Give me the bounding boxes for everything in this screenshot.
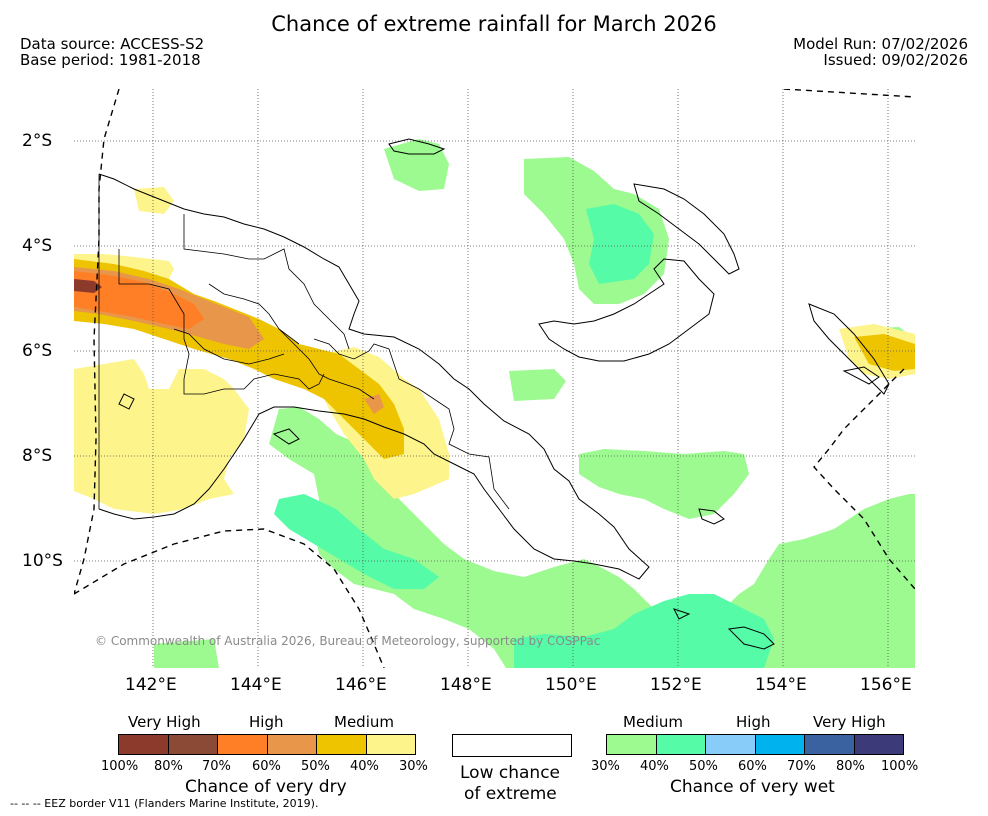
wet-high-region	[274, 204, 774, 668]
wet-header-very-high: Very High	[813, 713, 886, 731]
wet-header-medium: Medium	[623, 713, 683, 731]
dry-swatch-2	[217, 734, 268, 755]
lon-label-142e: 142°E	[125, 675, 177, 695]
model-run: Model Run: 07/02/2026	[793, 35, 968, 53]
lon-label-152e: 152°E	[650, 675, 702, 695]
meta-right: Model Run: 07/02/2026 Issued: 09/02/2026	[793, 36, 968, 68]
dry-tick: 70%	[202, 759, 231, 774]
dry-tick: 30%	[399, 759, 428, 774]
lon-label-154e: 154°E	[755, 675, 807, 695]
lat-label-4s: 4°S	[22, 236, 53, 256]
coastlines	[98, 138, 890, 650]
copyright-notice: © Commonwealth of Australia 2026, Bureau…	[95, 634, 601, 648]
dry-tick: 50%	[301, 759, 330, 774]
wet-tick: 100%	[881, 759, 919, 774]
meta-left: Data source: ACCESS-S2 Base period: 1981…	[20, 36, 204, 68]
low-caption-line2: of extreme	[464, 784, 557, 804]
dry-header-very-high: Very High	[128, 713, 201, 731]
eez-note: -- -- -- EEZ border V11 (Flanders Marine…	[10, 797, 319, 810]
wet-swatch-3	[754, 734, 805, 755]
lat-label-2s: 2°S	[22, 131, 53, 151]
map-title: Chance of extreme rainfall for March 202…	[271, 12, 717, 36]
low-caption-line1: Low chance	[460, 763, 560, 783]
dry-swatch-4	[316, 734, 367, 755]
map-canvas	[74, 89, 915, 668]
wet-header-high: High	[736, 713, 771, 731]
wet-caption: Chance of very wet	[670, 777, 835, 797]
dry-tick: 100%	[101, 759, 139, 774]
wet-tick: 60%	[738, 759, 767, 774]
lon-label-146e: 146°E	[335, 675, 387, 695]
dry-header-medium: Medium	[334, 713, 394, 731]
dry-swatch-0	[118, 734, 169, 755]
wet-swatch-5	[853, 734, 904, 755]
base-period: Base period: 1981-2018	[20, 51, 201, 69]
lat-label-8s: 8°S	[22, 446, 53, 466]
dry-tick: 80%	[154, 759, 183, 774]
dry-caption: Chance of very dry	[185, 777, 347, 797]
wet-swatch-4	[804, 734, 855, 755]
low-chance-swatch	[452, 734, 572, 757]
dry-tick: 40%	[350, 759, 379, 774]
wet-tick: 30%	[591, 759, 620, 774]
gridlines	[74, 89, 915, 668]
issued-date: Issued: 09/02/2026	[823, 51, 968, 69]
data-source: Data source: ACCESS-S2	[20, 35, 205, 53]
lat-label-6s: 6°S	[22, 341, 53, 361]
wet-tick: 70%	[787, 759, 816, 774]
lat-label-10s: 10°S	[22, 551, 63, 571]
wet-swatch-0	[606, 734, 657, 755]
eez-border	[74, 89, 915, 668]
wet-swatch-2	[705, 734, 756, 755]
wet-tick: 80%	[836, 759, 865, 774]
dry-swatch-5	[365, 734, 416, 755]
dry-header-high: High	[249, 713, 284, 731]
lon-label-150e: 150°E	[545, 675, 597, 695]
dry-very-high-region	[74, 279, 102, 293]
dry-high-region	[74, 271, 204, 329]
wet-medium-region	[154, 139, 915, 668]
lon-label-156e: 156°E	[860, 675, 912, 695]
wet-tick: 50%	[689, 759, 718, 774]
lon-label-148e: 148°E	[440, 675, 492, 695]
dry-swatch-1	[167, 734, 218, 755]
rainfall-map	[74, 89, 915, 668]
lon-label-144e: 144°E	[230, 675, 282, 695]
wet-swatch-1	[655, 734, 706, 755]
wet-tick: 40%	[640, 759, 669, 774]
dry-tick: 60%	[252, 759, 281, 774]
dry-swatch-3	[266, 734, 317, 755]
province-borders	[98, 174, 510, 510]
